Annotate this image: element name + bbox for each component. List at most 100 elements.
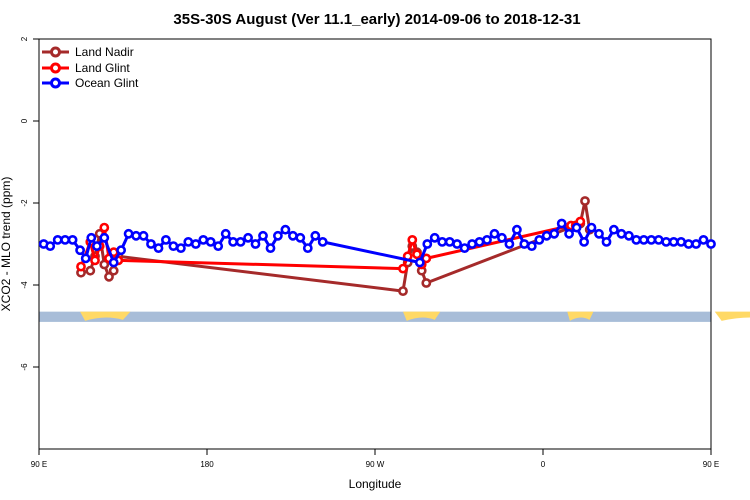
point-ocean-glint-39 [414,257,425,268]
legend-marker-ocean-glint [50,77,61,89]
point-ocean-glint-59 [564,228,574,239]
x-tick-label-0: 90 E [31,460,47,469]
landmask-band [39,311,750,322]
legend-marker-land-glint [50,62,61,74]
point-ocean-glint-14 [138,230,149,241]
point-land-glint-8 [398,263,408,274]
legend-item-land-nadir: Land Nadir [42,45,134,59]
point-ocean-glint-32 [272,230,283,241]
point-land-glint-0 [76,261,86,272]
point-ocean-glint-37 [310,230,321,241]
point-ocean-glint-67 [624,230,634,241]
x-tick-label-3: 0 [541,460,546,469]
y-axis-label: XCO2 - MLO trend (ppm) [0,177,13,312]
point-ocean-glint-68 [631,234,642,245]
point-ocean-glint-36 [302,243,313,253]
point-ocean-glint-24 [213,241,224,251]
point-ocean-glint-75 [683,239,694,249]
y-axis: 2 0 -2 -4 -6 [20,36,39,371]
legend-label-land-glint: Land Glint [75,61,130,75]
point-ocean-glint-29 [250,239,261,249]
point-ocean-glint-65 [609,224,619,235]
point-ocean-glint-11 [116,245,126,256]
point-ocean-glint-20 [183,236,194,247]
point-land-nadir-16 [580,196,590,206]
x-tick-label-2: 90 W [366,460,385,469]
point-ocean-glint-30 [258,230,268,241]
point-ocean-glint-25 [220,228,231,239]
point-ocean-glint-41 [429,232,440,243]
land-region-2 [567,311,594,321]
point-ocean-glint-1 [45,241,56,251]
point-ocean-glint-55 [534,234,545,245]
point-ocean-glint-19 [175,243,186,253]
point-ocean-glint-45 [459,243,470,253]
point-ocean-glint-7 [86,232,97,243]
point-ocean-glint-66 [616,228,627,239]
point-ocean-glint-38 [317,236,328,247]
point-ocean-glint-53 [519,239,530,249]
point-ocean-glint-17 [160,234,171,245]
point-ocean-glint-31 [265,243,276,253]
point-ocean-glint-4 [67,234,78,245]
land-region-1 [403,311,441,321]
point-ocean-glint-58 [556,218,567,229]
point-ocean-glint-60 [571,222,582,233]
point-ocean-glint-15 [146,239,156,249]
ocean-band [39,311,711,322]
point-ocean-glint-27 [235,236,246,247]
legend-item-land-glint: Land Glint [42,61,130,75]
point-ocean-glint-50 [496,232,507,243]
legend-label-land-nadir: Land Nadir [75,45,134,59]
point-ocean-glint-56 [541,230,552,241]
x-tick-label-4: 90 E [703,460,719,469]
point-ocean-glint-57 [549,228,560,239]
point-ocean-glint-48 [482,234,492,245]
point-ocean-glint-18 [168,241,179,251]
point-ocean-glint-23 [205,236,216,247]
legend-item-ocean-glint: Ocean Glint [42,76,139,90]
series-group [38,196,716,296]
point-land-nadir-13 [421,278,432,288]
y-tick-label-0: 2 [20,36,29,41]
point-ocean-glint-51 [504,239,515,249]
point-ocean-glint-3 [60,234,70,245]
point-ocean-glint-61 [579,236,589,247]
x-tick-label-1: 180 [200,460,214,469]
x-axis: 90 E 180 90 W 0 90 E [31,449,719,469]
point-land-glint-2 [90,255,100,266]
point-ocean-glint-6 [80,253,91,264]
land-region-0 [80,311,131,321]
land-region-3 [714,311,750,321]
point-ocean-glint-40 [422,239,433,249]
point-ocean-glint-54 [526,241,537,251]
chart-title: 35S-30S August (Ver 11.1_early) 2014-09-… [173,11,580,28]
point-ocean-glint-16 [153,243,164,253]
point-ocean-glint-5 [75,245,85,256]
y-tick-label-4: -6 [20,363,29,371]
point-land-nadir-5 [104,271,114,282]
point-land-glint-4 [99,222,110,233]
point-ocean-glint-52 [512,224,522,235]
point-ocean-glint-9 [99,232,110,243]
legend-marker-land-nadir [50,46,61,58]
legend-label-ocean-glint: Ocean Glint [75,76,139,90]
point-ocean-glint-76 [691,239,701,249]
legend: Land Nadir Land Glint Ocean Glint [42,45,139,90]
point-land-glint-10 [407,234,418,245]
point-ocean-glint-71 [653,234,664,245]
point-ocean-glint-64 [601,236,612,247]
point-ocean-glint-10 [108,257,119,268]
point-ocean-glint-22 [198,234,209,245]
point-land-nadir-6 [108,265,119,276]
point-ocean-glint-34 [287,230,298,241]
point-ocean-glint-35 [295,232,306,243]
x-axis-label: Longitude [349,477,402,491]
point-ocean-glint-26 [228,236,238,247]
point-ocean-glint-69 [638,234,649,245]
point-ocean-glint-21 [190,239,201,249]
point-ocean-glint-12 [123,228,134,239]
point-ocean-glint-28 [243,232,253,243]
point-ocean-glint-42 [437,236,448,247]
